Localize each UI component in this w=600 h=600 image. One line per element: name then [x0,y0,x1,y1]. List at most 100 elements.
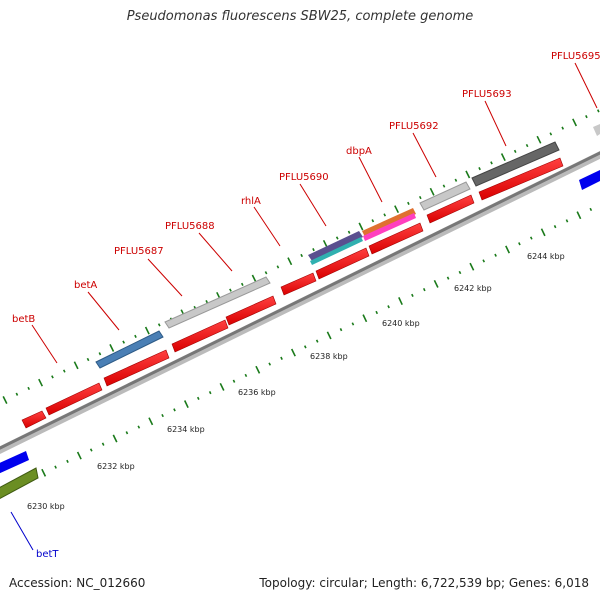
feature-pflu5693[interactable] [471,141,560,187]
feature-betT-green[interactable] [0,467,39,500]
upper-scale-minor-tick [347,230,351,234]
upper-scale-major-tick [394,205,400,214]
lower-scale-minor-tick [411,293,414,297]
upper-scale-minor-tick [300,253,304,258]
gene-arrow-rhlA[interactable] [280,272,317,296]
upper-scale-minor-tick [513,149,517,153]
backbone-shadow [0,151,600,454]
lower-scale-major-tick [183,400,189,409]
leader-pflu5692 [412,132,437,178]
upper-scale-minor-tick [335,236,339,240]
upper-scale-minor-tick [454,178,458,182]
feature-pflu5692[interactable] [419,181,471,211]
gene-arrow-pflu5687[interactable] [171,319,229,353]
gene-arrow-betB[interactable] [21,410,47,429]
upper-scale-major-tick [38,378,44,387]
lower-scale-major-tick [326,331,332,340]
upper-scale-minor-tick [98,352,102,356]
upper-scale [2,109,600,404]
lower-scale-minor-tick [315,339,319,343]
gene-label-pflu5695[interactable]: PFLU5695 [551,51,600,62]
upper-scale-major-tick [73,361,79,370]
upper-scale-minor-tick [122,340,126,344]
leader-betB [31,324,58,364]
lower-scale-minor-tick [66,459,69,463]
lower-scale [5,207,593,494]
upper-scale-minor-tick [561,126,565,130]
tick-label-6230: 6230 kbp [27,502,65,511]
gene-arrow-betA-2[interactable] [103,349,170,387]
gene-label-betB[interactable]: betB [12,314,35,325]
upper-scale-major-tick [500,153,506,162]
lower-scale-major-tick [41,468,47,477]
label-leaders [10,62,598,551]
feature-pflu5695[interactable] [593,124,600,136]
feature-betA[interactable] [95,330,164,369]
upper-scale-minor-tick [418,195,422,200]
upper-scale-minor-tick [490,161,493,165]
upper-scale-major-tick [287,257,293,266]
gene-label-betT[interactable]: betT [36,549,59,560]
upper-scale-minor-tick [585,115,588,119]
lower-scale-minor-tick [137,425,141,429]
lower-scale-minor-tick [387,305,390,309]
lower-scale-minor-tick [101,442,105,446]
feature-pflu5687[interactable] [164,276,271,329]
gene-arrow-pflu5688[interactable] [225,295,277,326]
lower-scale-minor-tick [232,379,236,383]
upper-scale-minor-tick [27,386,31,391]
upper-scale-minor-tick [229,288,232,292]
lower-scale-minor-tick [339,328,343,332]
upper-scale-minor-tick [442,184,446,188]
tick-label-6244: 6244 kbp [527,252,565,261]
gene-label-pflu5690[interactable]: PFLU5690 [279,172,329,183]
gene-label-pflu5687[interactable]: PFLU5687 [114,246,164,257]
lower-scale-major-tick [576,211,582,220]
lower-scale-minor-tick [494,253,497,257]
gene-arrow-betA-1[interactable] [45,382,103,416]
upper-scale-minor-tick [312,248,315,252]
gene-labels: betB betA PFLU5687 PFLU5688 rhlA PFLU569… [12,51,600,560]
gene-arrow-dbpA[interactable] [368,222,424,255]
feature-track [0,124,600,500]
leader-dbpA [358,156,383,203]
lower-scale-minor-tick [161,413,164,418]
upper-scale-minor-tick [205,300,209,304]
gene-label-betA[interactable]: betA [74,280,97,291]
tick-label-6240: 6240 kbp [382,319,420,328]
gene-label-pflu5693[interactable]: PFLU5693 [462,89,512,100]
upper-scale-minor-tick [549,132,553,136]
gene-arrow-pflu5692[interactable] [426,194,475,224]
feature-pflu5690-band [310,237,363,265]
lower-scale-minor-tick [303,345,307,349]
lower-scale-major-tick [112,434,118,443]
lower-scale-minor-tick [565,219,569,223]
tick-label-6236: 6236 kbp [238,388,276,397]
lower-scale-minor-tick [529,236,533,240]
gene-arrow-pflu5693[interactable] [478,157,564,201]
upper-scale-minor-tick [62,369,66,373]
gene-label-pflu5688[interactable]: PFLU5688 [165,221,215,232]
gene-label-rhlA[interactable]: rhlA [241,196,261,207]
tick-label-6232: 6232 kbp [97,462,135,471]
gene-label-dbpA[interactable]: dbpA [346,146,372,157]
upper-scale-minor-tick [264,271,268,275]
lower-scale-major-tick [255,365,261,374]
upper-scale-minor-tick [15,392,19,396]
lower-scale-minor-tick [125,431,129,435]
leader-pflu5687 [147,258,183,297]
lower-scale-minor-tick [553,225,557,229]
feature-dbpA-stripes[interactable] [362,208,416,237]
feature-pflu5690-stripes[interactable] [308,231,363,261]
leader-pflu5695 [574,62,598,109]
upper-scale-minor-tick [596,109,600,113]
lower-scale-minor-tick [208,391,212,395]
leader-pflu5693 [484,100,507,147]
upper-scale-minor-tick [276,265,280,269]
gene-arrow-pflu5690[interactable] [315,247,370,280]
gene-label-pflu5692[interactable]: PFLU5692 [389,121,439,132]
lower-scale-minor-tick [351,322,355,326]
feature-betT-blue[interactable] [0,451,29,474]
feature-right-blue[interactable] [579,170,600,190]
upper-scale-minor-tick [86,357,90,362]
